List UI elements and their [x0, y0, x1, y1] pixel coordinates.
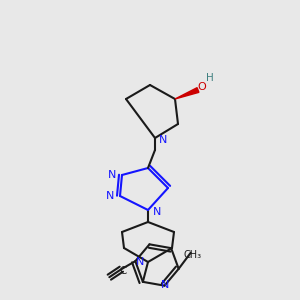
Text: C: C [120, 266, 127, 276]
Polygon shape [175, 88, 199, 99]
Text: O: O [198, 82, 206, 92]
Text: N: N [161, 280, 170, 290]
Text: N: N [106, 191, 114, 201]
Text: N: N [153, 207, 161, 217]
Text: N: N [159, 135, 167, 145]
Text: CH₃: CH₃ [184, 250, 202, 260]
Text: H: H [206, 73, 214, 83]
Text: N: N [108, 170, 116, 180]
Text: N: N [136, 257, 144, 267]
